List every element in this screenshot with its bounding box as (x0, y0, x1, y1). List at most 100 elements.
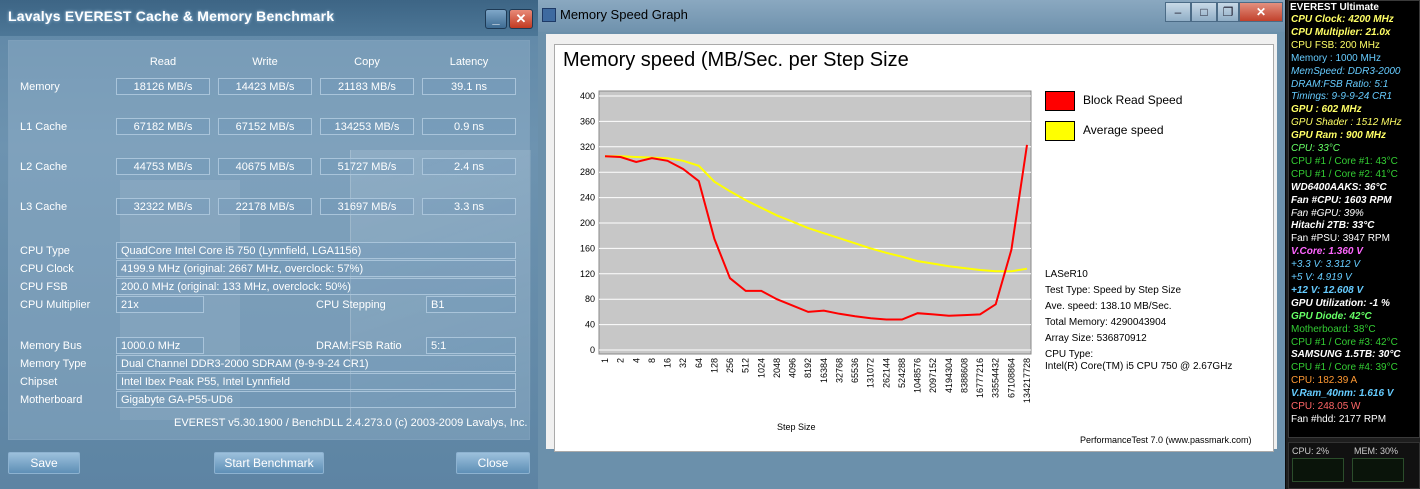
x-tick-label: 64 (694, 358, 704, 368)
column-header-read: Read (149, 56, 177, 68)
l2-read-value: 44753 MB/s (116, 158, 210, 175)
chart-panel: Memory speed (MB/Sec. per Step Size 0 40 8… (554, 44, 1274, 452)
l2-copy-value: 51727 MB/s (320, 158, 414, 175)
info-line: LASeR10 (1045, 269, 1088, 280)
series-line-average (605, 155, 1028, 273)
cpu-multiplier-value: 21x (116, 296, 204, 313)
legend-swatch-average (1045, 121, 1075, 141)
x-tick-label: 262144 (881, 358, 891, 388)
sensor-reading: Timings: 9-9-9-24 CR1 (1291, 91, 1393, 103)
everest-window-title: Lavalys EVEREST Cache & Memory Benchmark (8, 8, 335, 24)
x-tick-label: 4194304 (944, 358, 954, 393)
graph-maximize-button[interactable]: □ (1191, 2, 1217, 22)
x-tick-label: 8 (647, 358, 657, 363)
x-tick-label: 4 (631, 358, 641, 363)
y-tick-label: 120 (580, 269, 595, 279)
cpu-clock-value: 4199.9 MHz (original: 2667 MHz, overcloc… (116, 260, 516, 277)
l1-latency-value: 0.9 ns (422, 118, 516, 135)
sensor-reading: Fan #GPU: 39% (1291, 207, 1364, 219)
version-text: EVEREST v5.30.1900 / BenchDLL 2.4.273.0 … (174, 417, 528, 429)
row-label-l2-cache: L2 Cache (20, 161, 68, 173)
cpu-stepping-label: CPU Stepping (316, 299, 386, 311)
l1-read-value: 67182 MB/s (116, 118, 210, 135)
mem-usage-text: MEM: 30% (1354, 446, 1399, 456)
everest-title-bar[interactable]: Lavalys EVEREST Cache & Memory Benchmark (0, 0, 538, 36)
x-tick-label: 512 (741, 358, 751, 373)
app-icon (542, 8, 556, 22)
graph-window-title: Memory Speed Graph (560, 7, 688, 22)
sensor-reading: GPU Utilization: -1 % (1291, 297, 1390, 309)
y-tick-label: 200 (580, 218, 595, 228)
sensor-reading: SAMSUNG 1.5TB: 30°C (1291, 349, 1401, 361)
sensor-panel (1288, 0, 1420, 438)
x-tick-label: 65536 (850, 358, 860, 383)
sensor-reading: CPU FSB: 200 MHz (1291, 39, 1380, 51)
x-tick-label: 2 (616, 358, 626, 363)
l3-copy-value: 31697 MB/s (320, 198, 414, 215)
x-tick-label: 8192 (803, 358, 813, 378)
cpu-multiplier-label: CPU Multiplier (20, 299, 91, 311)
graph-minimize-button[interactable]: – (1165, 2, 1191, 22)
l1-copy-value: 134253 MB/s (320, 118, 414, 135)
memory-copy-value: 21183 MB/s (320, 78, 414, 95)
x-tick-label: 1 (600, 358, 610, 363)
sensor-reading: CPU: 33°C (1291, 143, 1341, 154)
sensor-reading: Fan #PSU: 3947 RPM (1291, 233, 1390, 245)
save-button[interactable]: Save (8, 452, 80, 474)
legend-swatch-block-read (1045, 91, 1075, 111)
everest-minimize-button[interactable]: _ (485, 9, 507, 29)
info-line: Array Size: 536870912 (1045, 333, 1147, 344)
memory-bus-value: 1000.0 MHz (116, 337, 204, 354)
x-tick-label: 32 (678, 358, 688, 368)
cpu-type-value: QuadCore Intel Core i5 750 (Lynnfield, L… (116, 242, 516, 259)
cpu-type-label: CPU Type (20, 245, 70, 257)
l3-write-value: 22178 MB/s (218, 198, 312, 215)
column-header-copy: Copy (354, 56, 380, 68)
cpu-stepping-value: B1 (426, 296, 516, 313)
graph-window-bottom (546, 452, 1277, 489)
x-tick-label: 1024 (756, 358, 766, 378)
y-tick-label: 80 (585, 294, 595, 304)
cpu-usage-graph (1292, 458, 1344, 482)
graph-title-bar[interactable]: Memory Speed Graph (538, 0, 1285, 32)
x-tick-label: 33554432 (991, 358, 1001, 398)
x-tick-label: 16777216 (975, 358, 985, 398)
graph-close-button[interactable]: ✕ (1239, 2, 1283, 22)
graph-restore-button[interactable]: ❐ (1217, 2, 1239, 22)
sensor-reading: Hitachi 2TB: 33°C (1291, 220, 1375, 232)
sensor-reading: CPU #1 / Core #1: 43°C (1291, 155, 1398, 167)
y-tick-label: 240 (580, 193, 595, 203)
x-tick-label: 32768 (834, 358, 844, 383)
column-header-latency: Latency (449, 56, 489, 68)
memory-latency-value: 39.1 ns (422, 78, 516, 95)
x-tick-label: 524288 (897, 358, 907, 388)
series-line-block-read (604, 144, 1028, 321)
cpu-fsb-value: 200.0 MHz (original: 133 MHz, overclock:… (116, 278, 516, 295)
sensor-reading: CPU #1 / Core #3: 42°C (1291, 336, 1398, 348)
everest-close-window-button[interactable]: ✕ (509, 9, 533, 29)
sensor-reading: WD6400AAKS: 36°C (1291, 181, 1387, 193)
memory-type-value: Dual Channel DDR3-2000 SDRAM (9-9-9-24 C… (116, 355, 516, 372)
close-button[interactable]: Close (456, 452, 530, 474)
start-benchmark-button[interactable]: Start Benchmark (214, 452, 324, 474)
x-tick-label: 256 (725, 358, 735, 373)
l2-write-value: 40675 MB/s (218, 158, 312, 175)
sensor-reading: GPU Diode: 42°C (1291, 310, 1372, 322)
sensor-reading: Fan #CPU: 1603 RPM (1291, 194, 1392, 206)
motherboard-value: Gigabyte GA-P55-UD6 (116, 391, 516, 408)
x-tick-label: 8388608 (959, 358, 969, 393)
legend-label-block-read: Block Read Speed (1083, 93, 1183, 107)
info-line: Total Memory: 4290043904 (1045, 317, 1167, 328)
x-tick-label: 67108864 (1006, 358, 1016, 398)
sensor-reading: CPU Multiplier: 21.0x (1291, 26, 1391, 38)
l3-latency-value: 3.3 ns (422, 198, 516, 215)
memory-write-value: 14423 MB/s (218, 78, 312, 95)
info-line: CPU Type: (1045, 349, 1094, 360)
y-tick-label: 400 (580, 91, 595, 101)
l2-latency-value: 2.4 ns (422, 158, 516, 175)
x-tick-label: 2097152 (928, 358, 938, 393)
sensor-reading: V.Ram_40nm: 1.616 V (1291, 388, 1394, 400)
sensor-reading: CPU: 248.05 W (1291, 401, 1361, 412)
sensor-reading: +3.3 V: 3.312 V (1291, 259, 1361, 271)
sensor-reading: DRAM:FSB Ratio: 5:1 (1291, 78, 1389, 90)
